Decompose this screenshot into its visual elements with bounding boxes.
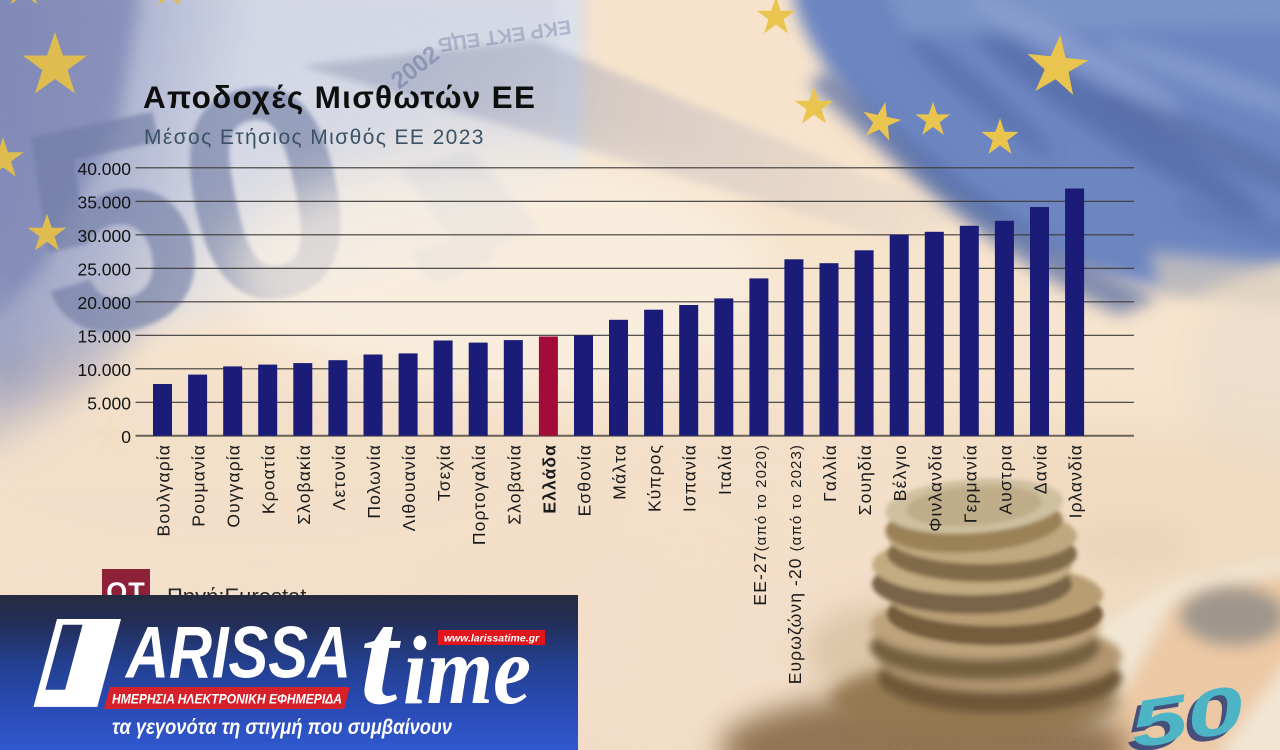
svg-text:Κύπρος: Κύπρος <box>645 444 665 512</box>
svg-text:ARISSA: ARISSA <box>124 612 351 693</box>
svg-text:Μάλτα: Μάλτα <box>610 444 630 500</box>
svg-text:t: t <box>360 595 401 733</box>
svg-text:ΕΕ-27(από το 2020): ΕΕ-27(από το 2020) <box>750 444 770 606</box>
svg-text:15.000: 15.000 <box>77 326 131 346</box>
svg-text:Ιρλανδία: Ιρλανδία <box>1066 444 1086 518</box>
svg-text:Σλοβακία: Σλοβακία <box>294 444 314 525</box>
svg-text:Σλοβανία: Σλοβανία <box>504 444 524 525</box>
svg-text:Βουλγαρία: Βουλγαρία <box>154 444 174 536</box>
svg-text:Ρουμανία: Ρουμανία <box>189 444 209 527</box>
svg-text:Γαλλία: Γαλλία <box>820 444 840 502</box>
svg-text:τα γεγονότα τη στιγμή που συμβ: τα γεγονότα τη στιγμή που συμβαίνουν <box>112 715 452 739</box>
svg-text:Βέλγιο: Βέλγιο <box>890 444 910 501</box>
svg-text:Ιταλία: Ιταλία <box>715 444 735 495</box>
svg-text:Τσεχία: Τσεχία <box>434 444 454 501</box>
svg-text:30.000: 30.000 <box>77 226 131 246</box>
svg-text:Φινλανδία: Φινλανδία <box>925 444 945 532</box>
svg-text:Γερμανία: Γερμανία <box>960 444 980 523</box>
svg-text:40.000: 40.000 <box>77 159 131 179</box>
svg-text:25.000: 25.000 <box>77 259 131 279</box>
svg-text:20.000: 20.000 <box>77 293 131 313</box>
svg-text:Σουηδία: Σουηδία <box>855 444 875 515</box>
svg-text:Κροατία: Κροατία <box>259 444 279 514</box>
svg-text:Ουγγαρία: Ουγγαρία <box>224 444 244 528</box>
svg-text:Ελλάδα: Ελλάδα <box>539 444 559 514</box>
svg-text:Πολωνία: Πολωνία <box>364 444 384 519</box>
svg-text:35.000: 35.000 <box>77 192 131 212</box>
svg-text:Ισπανία: Ισπανία <box>680 444 700 512</box>
svg-text:0: 0 <box>121 427 131 447</box>
svg-text:ΗΜΕΡΗΣΙΑ ΗΛΕΚΤΡΟΝΙΚΗ ΕΦΗΜΕΡΙΔΑ: ΗΜΕΡΗΣΙΑ ΗΛΕΚΤΡΟΝΙΚΗ ΕΦΗΜΕΡΙΔΑ <box>112 692 342 707</box>
svg-text:Πορτογαλία: Πορτογαλία <box>469 444 489 545</box>
svg-text:Ευρωζώνη -20 (από το 2023): Ευρωζώνη -20 (από το 2023) <box>785 444 805 684</box>
svg-text:Λετονία: Λετονία <box>329 444 349 510</box>
svg-text:10.000: 10.000 <box>77 360 131 380</box>
svg-text:Εσθονία: Εσθονία <box>575 444 595 516</box>
svg-text:Λιθουανία: Λιθουανία <box>399 444 419 531</box>
svg-text:Δανία: Δανία <box>1031 444 1051 494</box>
svg-text:5.000: 5.000 <box>87 393 131 413</box>
svg-text:Αυστρια: Αυστρια <box>995 444 1015 515</box>
svg-text:www.larissatime.gr: www.larissatime.gr <box>444 633 540 645</box>
